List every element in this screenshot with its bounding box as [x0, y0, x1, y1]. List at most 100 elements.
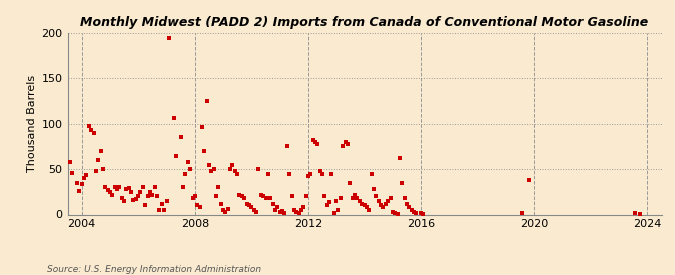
- Point: [201, 99, 212, 103]
- Point: [114, 185, 125, 189]
- Point: [140, 203, 151, 208]
- Point: [149, 185, 160, 189]
- Point: [119, 199, 130, 203]
- Point: [133, 194, 144, 199]
- Point: [196, 125, 207, 130]
- Point: [135, 190, 146, 194]
- Point: [107, 192, 117, 197]
- Point: [369, 187, 379, 191]
- Point: [74, 189, 85, 193]
- Point: [86, 128, 97, 132]
- Point: [81, 172, 92, 177]
- Point: [310, 140, 321, 144]
- Point: [130, 197, 141, 201]
- Point: [380, 201, 391, 206]
- Point: [357, 201, 368, 206]
- Point: [319, 194, 329, 199]
- Point: [373, 199, 384, 203]
- Point: [170, 154, 181, 159]
- Point: [312, 142, 323, 146]
- Point: [389, 210, 400, 215]
- Point: [269, 208, 280, 212]
- Text: Source: U.S. Energy Information Administration: Source: U.S. Energy Information Administ…: [47, 265, 261, 274]
- Point: [288, 208, 299, 212]
- Point: [366, 172, 377, 176]
- Point: [72, 181, 82, 185]
- Point: [251, 210, 262, 214]
- Point: [302, 174, 313, 178]
- Point: [317, 172, 327, 176]
- Point: [296, 208, 306, 212]
- Point: [371, 194, 382, 199]
- Y-axis label: Thousand Barrels: Thousand Barrels: [28, 75, 37, 172]
- Point: [324, 200, 335, 204]
- Point: [347, 196, 358, 200]
- Point: [198, 149, 209, 153]
- Point: [244, 203, 254, 208]
- Point: [92, 158, 103, 162]
- Point: [277, 209, 288, 213]
- Point: [230, 169, 240, 173]
- Point: [180, 172, 191, 176]
- Point: [265, 196, 275, 200]
- Point: [255, 192, 266, 197]
- Point: [272, 205, 283, 210]
- Point: [307, 138, 318, 142]
- Point: [404, 205, 414, 210]
- Point: [408, 210, 419, 214]
- Point: [211, 194, 221, 199]
- Point: [331, 199, 342, 203]
- Point: [109, 185, 120, 189]
- Point: [340, 140, 351, 144]
- Point: [237, 194, 248, 199]
- Point: [241, 201, 252, 206]
- Point: [124, 186, 134, 190]
- Point: [95, 149, 106, 153]
- Point: [154, 208, 165, 212]
- Point: [284, 172, 294, 176]
- Point: [267, 201, 278, 206]
- Point: [60, 144, 71, 148]
- Point: [217, 208, 228, 212]
- Point: [182, 160, 193, 164]
- Point: [359, 203, 370, 208]
- Point: [209, 167, 219, 171]
- Point: [215, 201, 226, 206]
- Point: [103, 188, 113, 192]
- Point: [116, 196, 127, 200]
- Point: [184, 167, 195, 171]
- Point: [67, 170, 78, 175]
- Point: [524, 178, 535, 182]
- Point: [161, 199, 172, 203]
- Point: [126, 190, 136, 194]
- Point: [364, 208, 375, 212]
- Point: [159, 208, 169, 212]
- Point: [416, 210, 427, 215]
- Point: [352, 196, 363, 200]
- Point: [298, 205, 308, 210]
- Point: [402, 201, 412, 206]
- Point: [248, 208, 259, 212]
- Point: [100, 185, 111, 189]
- Point: [411, 210, 422, 215]
- Point: [400, 196, 410, 200]
- Point: [144, 190, 155, 194]
- Point: [97, 167, 108, 171]
- Point: [190, 194, 200, 199]
- Point: [176, 135, 186, 140]
- Point: [223, 207, 234, 211]
- Point: [630, 210, 641, 215]
- Point: [239, 196, 250, 200]
- Point: [321, 203, 332, 208]
- Point: [187, 196, 198, 200]
- Point: [517, 210, 528, 215]
- Point: [88, 131, 99, 135]
- Point: [345, 181, 356, 185]
- Point: [335, 196, 346, 200]
- Point: [291, 210, 302, 214]
- Point: [387, 210, 398, 214]
- Point: [350, 192, 360, 197]
- Point: [274, 210, 285, 214]
- Point: [281, 144, 292, 148]
- Point: [338, 144, 349, 148]
